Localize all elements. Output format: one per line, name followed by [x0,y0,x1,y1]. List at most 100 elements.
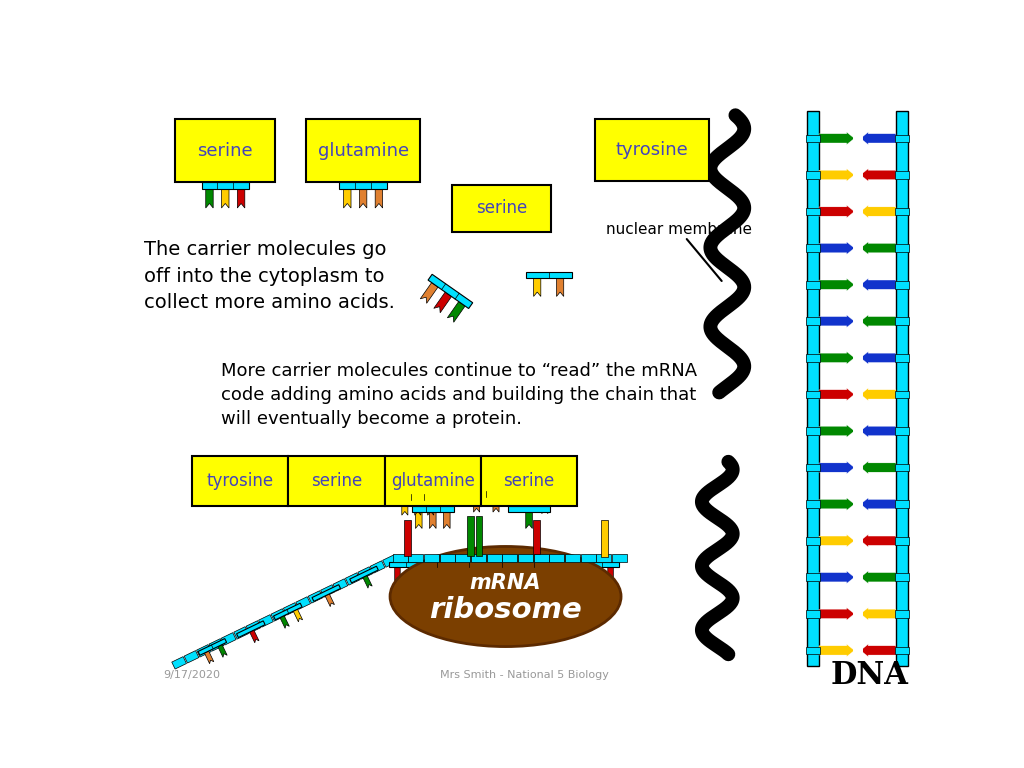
Polygon shape [206,189,213,208]
FancyBboxPatch shape [895,500,909,508]
FancyBboxPatch shape [453,184,551,232]
Polygon shape [339,182,387,189]
Polygon shape [428,274,473,309]
Polygon shape [608,567,613,581]
FancyArrow shape [860,169,896,181]
Polygon shape [362,575,372,588]
FancyBboxPatch shape [895,391,909,399]
FancyBboxPatch shape [503,554,517,562]
FancyBboxPatch shape [806,500,819,508]
FancyArrow shape [860,535,896,547]
FancyBboxPatch shape [333,579,348,591]
Polygon shape [218,644,227,657]
Polygon shape [428,500,434,515]
FancyBboxPatch shape [393,554,408,562]
Text: DNA: DNA [830,660,908,690]
FancyBboxPatch shape [595,119,709,180]
FancyArrow shape [819,352,854,364]
FancyBboxPatch shape [806,281,819,289]
Polygon shape [458,567,463,581]
Polygon shape [534,278,541,296]
FancyBboxPatch shape [596,554,611,562]
Polygon shape [413,567,418,581]
Polygon shape [447,302,465,323]
FancyBboxPatch shape [806,610,819,617]
FancyBboxPatch shape [895,427,909,435]
Polygon shape [293,609,303,622]
FancyBboxPatch shape [806,134,819,142]
FancyBboxPatch shape [289,455,385,505]
FancyBboxPatch shape [345,573,360,585]
FancyBboxPatch shape [806,207,819,215]
FancyBboxPatch shape [424,554,439,562]
FancyArrow shape [860,132,896,144]
FancyBboxPatch shape [807,111,819,666]
FancyBboxPatch shape [806,427,819,435]
FancyArrow shape [819,571,854,584]
Text: glutamine: glutamine [317,141,409,160]
FancyBboxPatch shape [895,207,909,215]
Polygon shape [452,562,486,567]
Polygon shape [525,272,571,278]
FancyBboxPatch shape [403,519,411,557]
Polygon shape [221,189,229,208]
FancyBboxPatch shape [806,464,819,472]
FancyBboxPatch shape [209,639,223,651]
Polygon shape [416,511,422,528]
Polygon shape [542,498,548,514]
Polygon shape [312,584,341,601]
FancyBboxPatch shape [895,610,909,617]
FancyArrow shape [819,315,854,327]
FancyArrow shape [819,279,854,291]
Polygon shape [585,562,620,567]
FancyArrow shape [860,462,896,474]
FancyBboxPatch shape [565,554,580,562]
FancyBboxPatch shape [481,455,578,505]
FancyBboxPatch shape [612,554,627,562]
FancyBboxPatch shape [284,603,298,615]
FancyBboxPatch shape [193,455,289,505]
FancyBboxPatch shape [534,554,549,562]
Polygon shape [443,511,451,528]
FancyBboxPatch shape [296,597,310,609]
Polygon shape [394,567,400,581]
FancyBboxPatch shape [409,554,423,562]
FancyArrow shape [860,389,896,401]
Polygon shape [202,182,249,189]
FancyBboxPatch shape [895,171,909,179]
FancyBboxPatch shape [321,584,335,598]
FancyBboxPatch shape [806,574,819,581]
FancyBboxPatch shape [184,650,199,663]
Polygon shape [443,567,449,581]
FancyBboxPatch shape [518,554,532,562]
FancyArrow shape [819,644,854,657]
FancyBboxPatch shape [308,591,323,603]
Polygon shape [525,511,532,528]
Polygon shape [434,292,452,313]
FancyBboxPatch shape [357,567,373,579]
Polygon shape [429,511,436,528]
Text: serine: serine [198,141,253,160]
FancyBboxPatch shape [371,561,385,573]
FancyBboxPatch shape [806,537,819,545]
Polygon shape [389,562,424,567]
FancyArrow shape [819,607,854,620]
FancyBboxPatch shape [534,519,541,554]
FancyBboxPatch shape [806,317,819,325]
FancyBboxPatch shape [456,554,470,562]
FancyArrow shape [819,205,854,217]
Polygon shape [375,189,383,208]
FancyBboxPatch shape [549,554,564,562]
FancyArrow shape [819,169,854,181]
FancyBboxPatch shape [233,627,249,639]
FancyBboxPatch shape [896,111,908,666]
Polygon shape [344,189,351,208]
Polygon shape [412,505,454,511]
FancyBboxPatch shape [895,537,909,545]
Text: serine: serine [504,472,555,490]
FancyArrow shape [860,279,896,291]
Polygon shape [516,562,552,567]
FancyArrow shape [860,498,896,510]
FancyBboxPatch shape [197,644,211,657]
Text: Mrs Smith - National 5 Biology: Mrs Smith - National 5 Biology [440,670,609,680]
